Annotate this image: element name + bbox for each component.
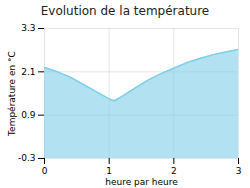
- html-text:Evolution de la température: Evolution de la température: [40, 4, 210, 18]
- svg-text:3.3: 3.3: [21, 23, 35, 33]
- svg-text:2: 2: [171, 166, 177, 176]
- svg-text:3: 3: [236, 166, 242, 176]
- svg-text:heure par heure: heure par heure: [105, 177, 178, 187]
- svg-text:2.1: 2.1: [21, 67, 35, 77]
- svg-text:-0.3: -0.3: [18, 153, 36, 163]
- svg-text:1: 1: [106, 166, 112, 176]
- svg-text:Température en °C: Température en °C: [7, 51, 17, 137]
- svg-text:0.9: 0.9: [21, 110, 36, 120]
- svg-text:0: 0: [42, 166, 48, 176]
